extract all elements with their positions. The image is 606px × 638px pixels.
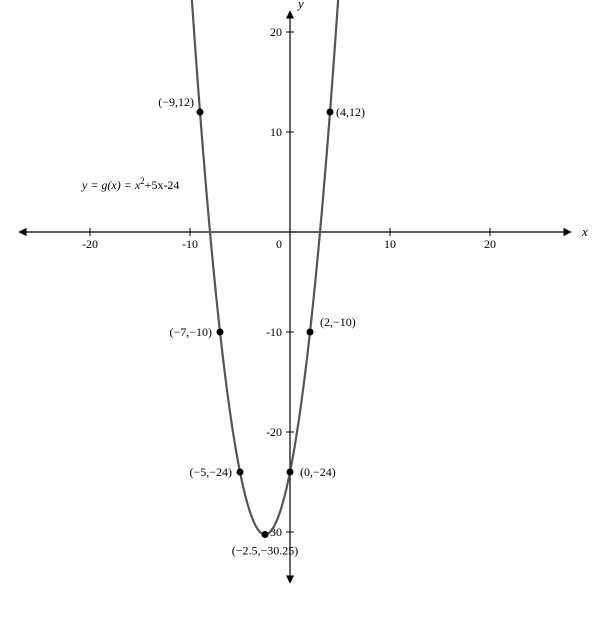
y-tick-label: -20 [266, 425, 282, 439]
data-point [327, 109, 334, 116]
data-point [197, 109, 204, 116]
x-tick-label: -10 [182, 237, 198, 251]
data-point [287, 469, 294, 476]
parabola-chart: xy-20-101020-30-20-1010200(−9,12)(4,12)(… [0, 0, 606, 638]
equation-label: y = g(x) = x2+5x-24 [81, 176, 179, 192]
data-point [217, 329, 224, 336]
data-point-label: (4,12) [336, 105, 365, 119]
y-tick-label: -10 [266, 325, 282, 339]
data-point [262, 531, 269, 538]
x-tick-label: 10 [384, 237, 396, 251]
data-point-label: (−9,12) [158, 95, 194, 109]
data-point-label: (−5,−24) [189, 465, 232, 479]
data-point-label: (−7,−10) [169, 325, 212, 339]
x-tick-label: 20 [484, 237, 496, 251]
y-tick-label: 10 [270, 125, 282, 139]
x-tick-label: -20 [82, 237, 98, 251]
y-axis-label: y [296, 0, 304, 11]
data-point-label: (0,−24) [300, 465, 336, 479]
origin-label: 0 [276, 237, 282, 251]
chart-svg: xy-20-101020-30-20-1010200(−9,12)(4,12)(… [0, 0, 606, 638]
data-point-label: (2,−10) [320, 315, 356, 329]
data-point [237, 469, 244, 476]
x-axis-label: x [581, 224, 588, 239]
data-point-label: (−2.5,−30.25) [232, 544, 299, 558]
data-point [307, 329, 314, 336]
parabola-curve [190, 0, 340, 535]
y-tick-label: 20 [270, 25, 282, 39]
